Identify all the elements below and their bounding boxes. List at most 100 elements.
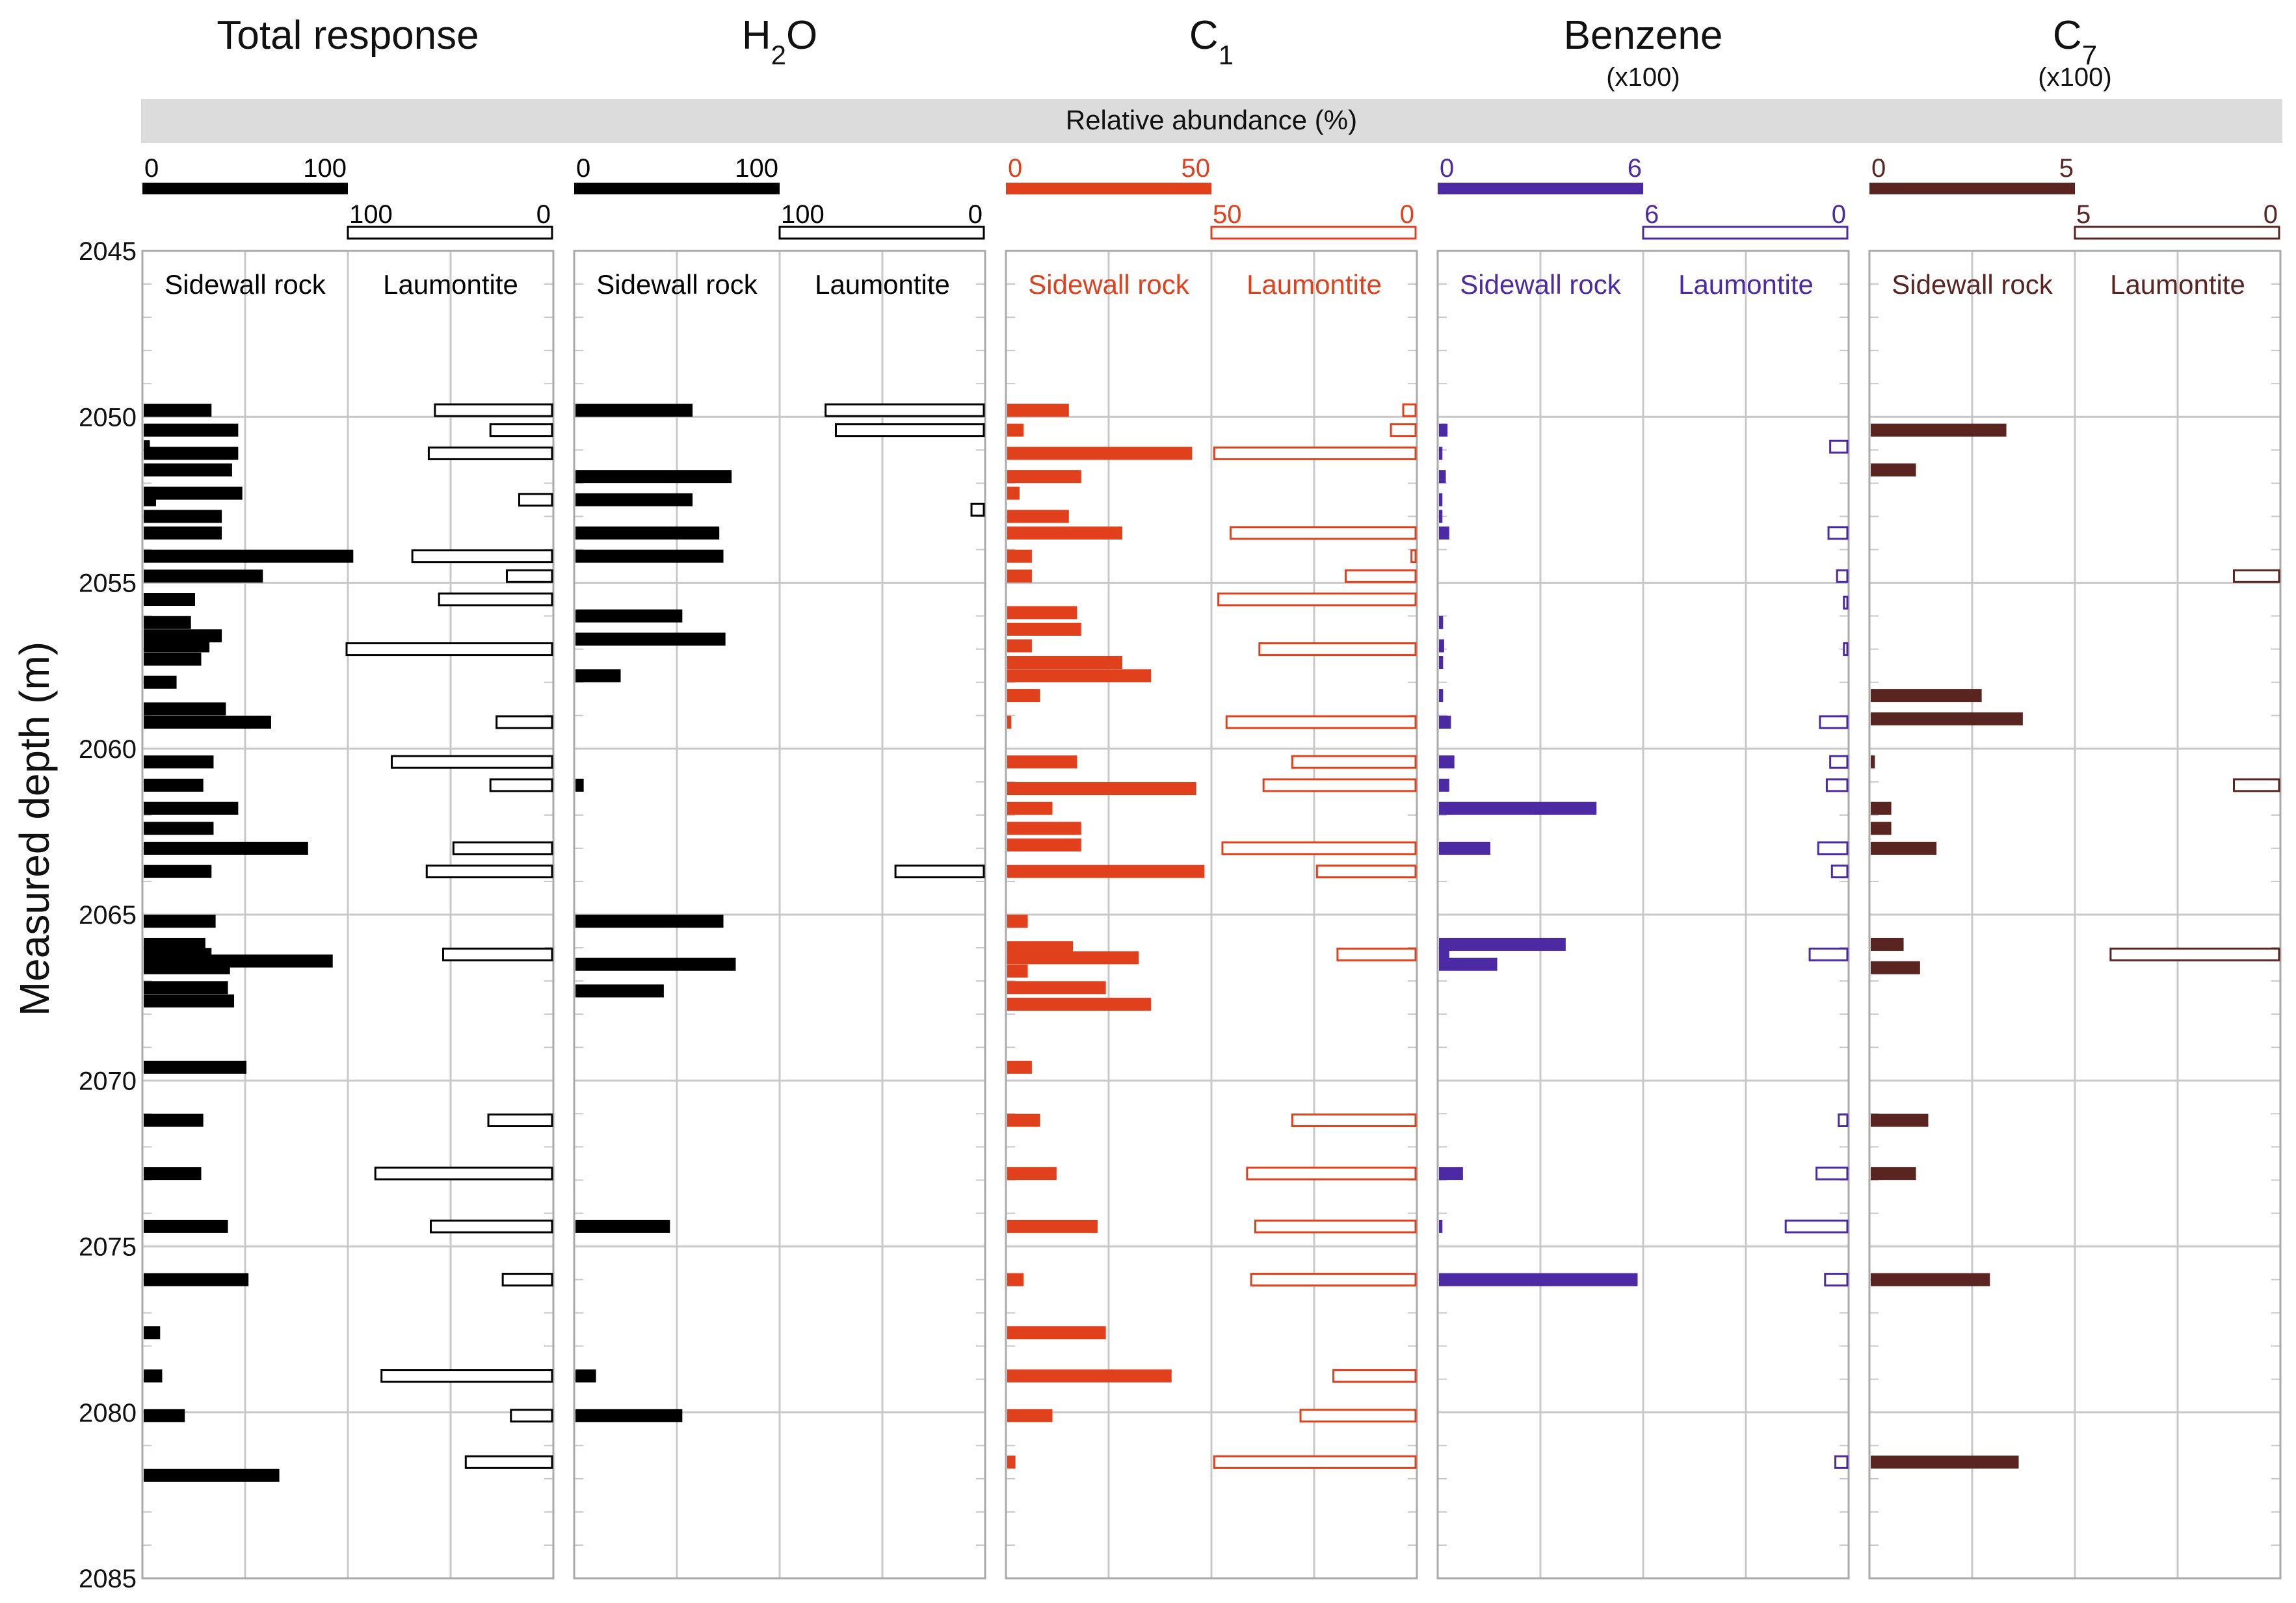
- sidewall-rock-label: Sidewall rock: [1460, 269, 1621, 300]
- sidewall-bar: [144, 1326, 161, 1340]
- right-scale-min: 0: [968, 200, 983, 229]
- sidewall-bar: [144, 778, 204, 792]
- laumontite-bar: [1815, 1166, 1849, 1180]
- sidewall-bar: [575, 493, 693, 506]
- y-tick-label: 2060: [79, 735, 137, 764]
- laumontite-bar: [1390, 423, 1417, 437]
- laumontite-bar: [495, 715, 553, 729]
- sidewall-bar: [1439, 937, 1566, 951]
- sidewall-bar: [1871, 961, 1920, 974]
- panel-title-text: C: [2053, 13, 2082, 58]
- sidewall-bar: [1007, 865, 1205, 878]
- sidewall-bar: [1871, 1114, 1929, 1127]
- left-scale-max: 50: [1181, 154, 1211, 183]
- sidewall-bar: [1439, 948, 1449, 961]
- sidewall-bar: [1871, 822, 1892, 835]
- sidewall-bar: [144, 822, 214, 835]
- left-scale-bar: [574, 183, 780, 194]
- laumontite-bar: [1225, 715, 1417, 729]
- sidewall-bar: [1007, 470, 1081, 484]
- left-scale-min: 0: [576, 154, 590, 183]
- sidewall-bar: [1007, 622, 1081, 636]
- sidewall-bar: [1007, 404, 1069, 417]
- laumontite-bar: [487, 1114, 553, 1128]
- sidewall-bar: [1007, 689, 1040, 703]
- right-scale-bar: [1210, 226, 1417, 240]
- sidewall-bar: [1007, 526, 1122, 540]
- sidewall-bar: [575, 404, 693, 417]
- y-axis-label: Measured depth (m): [11, 642, 58, 1016]
- right-scale-bar: [347, 226, 553, 240]
- sidewall-bar: [1439, 510, 1443, 523]
- sidewall-rock-label: Sidewall rock: [1028, 269, 1189, 300]
- left-scale-min: 0: [1440, 154, 1454, 183]
- sidewall-bar: [1007, 997, 1152, 1011]
- laumontite-bar: [1817, 841, 1849, 855]
- sidewall-bar: [575, 1219, 670, 1233]
- sidewall-rock-label: Sidewall rock: [1892, 269, 2053, 300]
- laumontite-bar: [380, 1369, 553, 1383]
- right-scale-max: 100: [781, 200, 825, 229]
- sidewall-bar: [144, 593, 195, 606]
- panel-title: C1: [1189, 13, 1234, 70]
- sidewall-bar: [144, 510, 222, 523]
- laumontite-bar: [2109, 947, 2280, 961]
- sidewall-bar: [1007, 915, 1028, 928]
- sidewall-bar: [144, 569, 263, 583]
- sidewall-bar: [1871, 712, 2023, 725]
- laumontite-bar: [1829, 439, 1849, 454]
- laumontite-bar: [1830, 865, 1849, 879]
- y-tick-label: 2075: [79, 1233, 137, 1262]
- panel-title-text: Benzene: [1564, 13, 1723, 58]
- panel-frame: [1005, 250, 1418, 1580]
- sidewall-bar: [1007, 1060, 1032, 1074]
- panel-frame: [573, 250, 986, 1580]
- left-scale-bar: [1438, 183, 1643, 194]
- right-scale-min: 0: [2263, 200, 2278, 229]
- laumontite-bar: [1843, 642, 1849, 657]
- panel-title: Benzene: [1564, 13, 1723, 58]
- sidewall-bar: [575, 778, 584, 792]
- panel-title: Total response: [217, 13, 479, 58]
- laumontite-bar: [434, 403, 553, 417]
- sidewall-bar: [1439, 493, 1443, 506]
- left-scale-min: 0: [144, 154, 159, 183]
- laumontite-bar: [1291, 1114, 1417, 1128]
- y-tick-label: 2085: [79, 1565, 137, 1593]
- sidewall-bar: [144, 1369, 163, 1383]
- laumontite-bar: [489, 423, 553, 437]
- left-scale-bar: [1869, 183, 2075, 194]
- laumontite-bar: [1291, 755, 1417, 769]
- laumontite-bar: [1246, 1166, 1417, 1180]
- laumontite-bar: [1829, 755, 1849, 769]
- laumontite-bar: [501, 1273, 553, 1287]
- panel-subnote: (x100): [1606, 63, 1680, 92]
- sidewall-bar: [1007, 838, 1081, 852]
- right-scale-bar: [1642, 226, 1849, 240]
- y-tick-label: 2065: [79, 901, 137, 930]
- laumontite-bar: [442, 947, 553, 961]
- sidewall-bar: [1439, 755, 1455, 769]
- sidewall-bar: [1007, 1273, 1024, 1286]
- sidewall-bar: [144, 423, 239, 437]
- sidewall-bar: [1871, 1167, 1916, 1180]
- laumontite-bar: [1836, 569, 1849, 583]
- laumontite-bar: [2232, 778, 2280, 792]
- laumontite-bar: [427, 446, 553, 460]
- sidewall-bar: [1439, 689, 1444, 703]
- sidewall-bar: [144, 652, 202, 666]
- sidewall-bar: [1439, 841, 1490, 855]
- laumontite-label: Laumontite: [383, 269, 518, 300]
- y-tick-label: 2080: [79, 1399, 137, 1427]
- y-axis-tick-labels: 2045 2050 2055 2060 2065 2070 2075 2080 2085: [79, 237, 137, 1593]
- panel-subnote: (x100): [2038, 63, 2111, 92]
- sidewall-bar: [1439, 639, 1444, 653]
- sidewall-bar: [144, 463, 232, 476]
- sidewall-bar: [1871, 463, 1916, 476]
- sidewall-bar: [1439, 423, 1448, 437]
- sidewall-bar: [144, 1409, 185, 1422]
- sidewall-bar: [575, 958, 736, 971]
- sidewall-bar: [144, 715, 271, 729]
- sidewall-bar: [1007, 1219, 1098, 1233]
